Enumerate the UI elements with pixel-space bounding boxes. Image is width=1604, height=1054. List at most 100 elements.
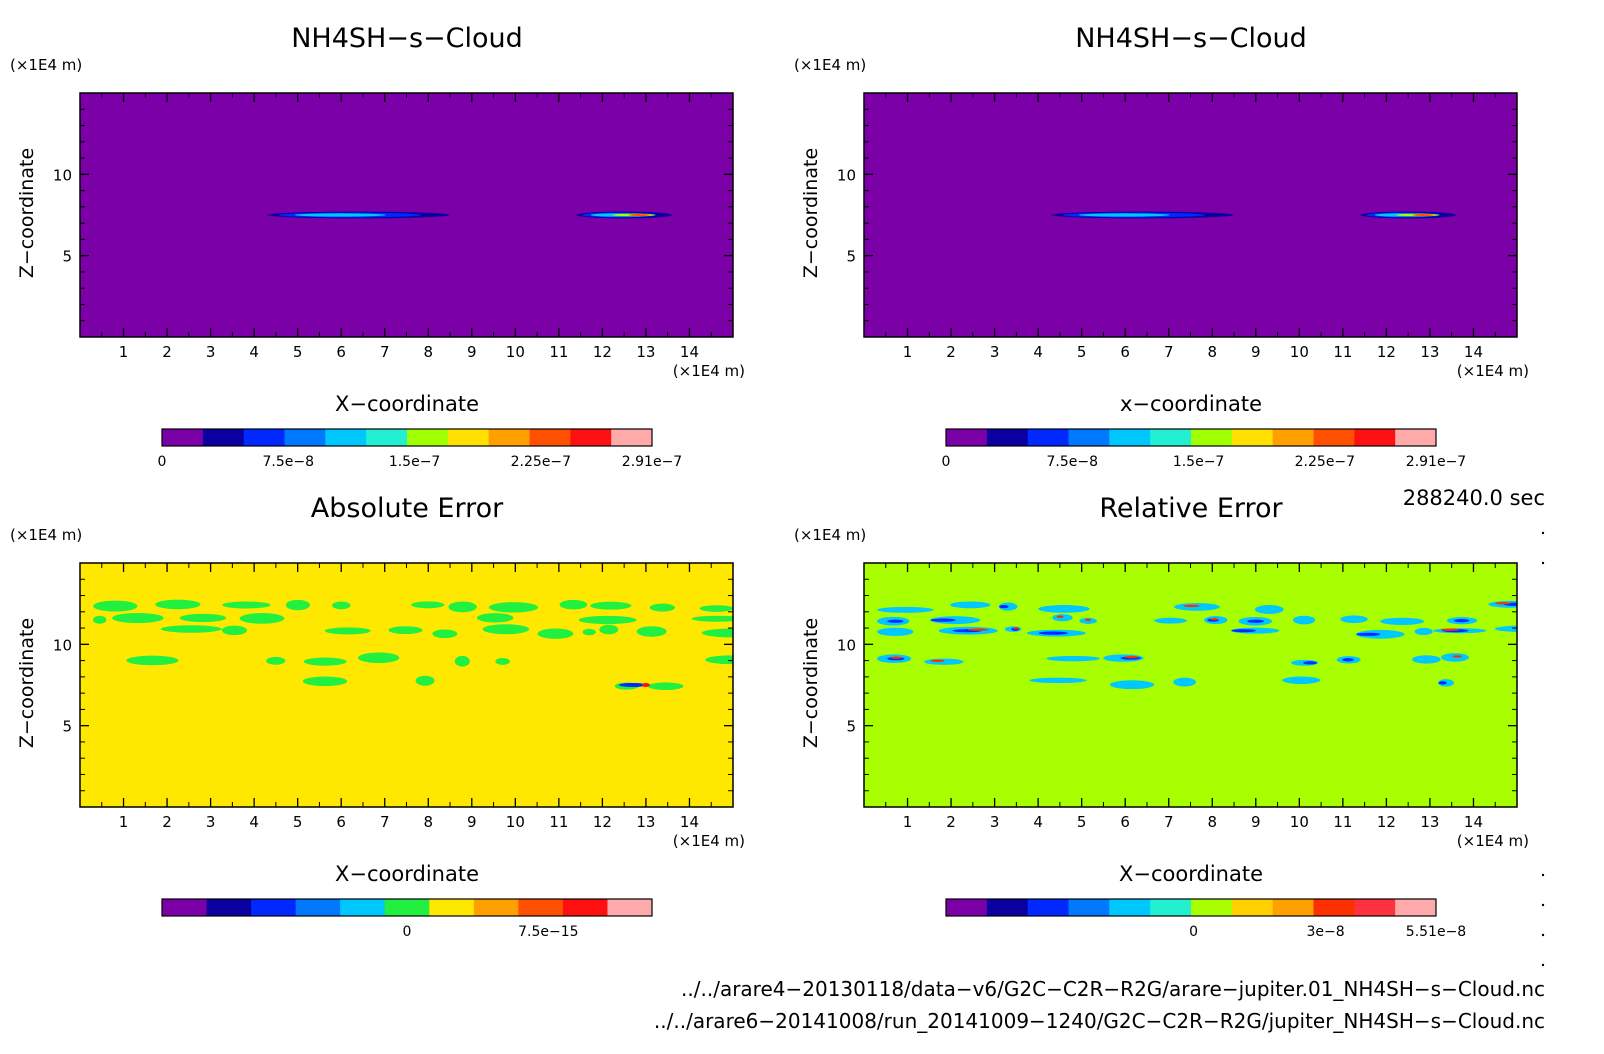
colorbar-swatch [473, 899, 519, 916]
colorbar-swatch [1313, 429, 1355, 446]
x-axis-label: X−coordinate [335, 862, 479, 886]
error-blob-pos [1210, 617, 1219, 621]
x-tick-label: 5 [293, 813, 303, 831]
x-unit-label: (×1E4 m) [1457, 362, 1529, 380]
x-tick-label: 11 [1333, 813, 1352, 831]
colorbar-swatch [325, 429, 367, 446]
colorbar-swatch [1027, 429, 1069, 446]
colorbar-swatch [162, 899, 208, 916]
error-blob [221, 625, 247, 636]
error-blob [303, 657, 347, 666]
x-tick-label: 8 [423, 343, 433, 361]
colorbar-swatch [1395, 429, 1437, 446]
colorbar-swatch [384, 899, 430, 916]
colorbar-tick-label: 0 [942, 454, 951, 470]
error-blob [578, 615, 637, 625]
colorbar-swatch [1109, 429, 1151, 446]
error-blob [415, 675, 435, 686]
x-tick-label: 11 [549, 343, 568, 361]
error-field [877, 600, 1517, 690]
separator-dot [1541, 561, 1545, 565]
y-tick-label: 5 [62, 248, 72, 266]
error-blob [482, 624, 530, 635]
error-blob [924, 658, 964, 665]
colorbar-swatch [1027, 899, 1069, 916]
chart-panel-1: NH4SH−s−Cloud(×1E4 m)1 2 3 4 5 6 7 8 9 10 11 12 13 14… [10, 23, 745, 470]
colorbar-swatch [1272, 899, 1314, 916]
x-tick-label: 2 [946, 813, 956, 831]
colorbar-swatch [1231, 899, 1274, 916]
error-blob [1282, 676, 1321, 685]
colorbar-swatch [1313, 899, 1355, 916]
error-blob [1411, 655, 1441, 664]
error-blob-neg [1231, 629, 1256, 633]
error-blob [388, 626, 423, 635]
error-blob [877, 606, 934, 613]
cloud-peak-2 [628, 214, 651, 216]
chart-title: NH4SH−s−Cloud [291, 23, 523, 54]
error-blob-neg [887, 619, 904, 623]
error-blob [950, 601, 991, 609]
error-blob [285, 599, 311, 611]
y-unit-label: (×1E4 m) [794, 56, 866, 74]
error-blob [1254, 605, 1284, 614]
error-blob-neg [930, 618, 956, 622]
y-axis-label: Z−coordinate [16, 148, 38, 278]
cloud-layer-1-inner [294, 213, 387, 217]
colorbar-swatch [986, 429, 1029, 446]
colorbar-swatch [366, 429, 408, 446]
separator-dot [1541, 963, 1545, 967]
x-tick-label: 13 [636, 813, 655, 831]
x-tick-label: 2 [162, 343, 172, 361]
colorbar-swatch [562, 899, 608, 916]
colorbar-swatch [429, 899, 475, 916]
error-blob [93, 600, 138, 612]
colorbar-frame [161, 428, 653, 447]
error-blob [649, 603, 675, 612]
colorbar-swatch [340, 899, 386, 916]
x-tick-label: 6 [1120, 343, 1130, 361]
error-blob [1154, 617, 1187, 624]
colorbar-swatch [1150, 429, 1192, 446]
chart-title: Relative Error [1099, 493, 1283, 524]
y-unit-label: (×1E4 m) [10, 526, 82, 544]
error-blob [1029, 677, 1087, 684]
chart-title: Absolute Error [311, 493, 504, 524]
error-blob [1046, 655, 1100, 662]
chart-panel-2: NH4SH−s−Cloud(×1E4 m)1 2 3 4 5 6 7 8 9 10 11 12 13 14… [794, 23, 1529, 470]
colorbar-tick-label: 2.25e−7 [511, 454, 571, 470]
error-blob [179, 613, 227, 623]
y-tick-label: 5 [62, 718, 72, 736]
error-blob [1293, 615, 1316, 625]
x-tick-label: 7 [380, 343, 390, 361]
x-tick-label: 5 [1077, 343, 1087, 361]
colorbar-tick-label: 2.91e−7 [622, 454, 682, 470]
x-unit-label: (×1E4 m) [1457, 832, 1529, 850]
x-tick-label: 5 [1077, 813, 1087, 831]
x-tick-label: 7 [1164, 813, 1174, 831]
source-file-2: ../../arare6−20141008/run_20141009−1240/… [654, 1009, 1545, 1033]
separator-dot [1541, 933, 1545, 937]
x-tick-label: 10 [506, 343, 525, 361]
x-tick-label: 9 [467, 813, 477, 831]
colorbar-swatch [518, 899, 564, 916]
x-tick-label: 6 [336, 343, 346, 361]
chart-title: NH4SH−s−Cloud [1075, 23, 1307, 54]
x-tick-label: 9 [467, 343, 477, 361]
colorbar-swatch [1068, 899, 1110, 916]
colorbar-swatch [607, 899, 653, 916]
colorbar-swatch [206, 899, 252, 916]
error-blob [112, 612, 164, 624]
colorbar-tick-label: 7.5e−15 [518, 924, 578, 940]
error-blob-neg [1438, 681, 1447, 685]
x-axis-label: x−coordinate [1120, 392, 1262, 416]
error-blob [559, 599, 588, 610]
error-blob-neg [1454, 619, 1470, 623]
error-blob [126, 655, 179, 666]
x-tick-label: 2 [946, 343, 956, 361]
error-blob-pos [1013, 626, 1020, 630]
error-blob [357, 652, 400, 664]
x-tick-label: 6 [336, 813, 346, 831]
error-blob [324, 627, 371, 635]
colorbar-swatch [447, 429, 490, 446]
